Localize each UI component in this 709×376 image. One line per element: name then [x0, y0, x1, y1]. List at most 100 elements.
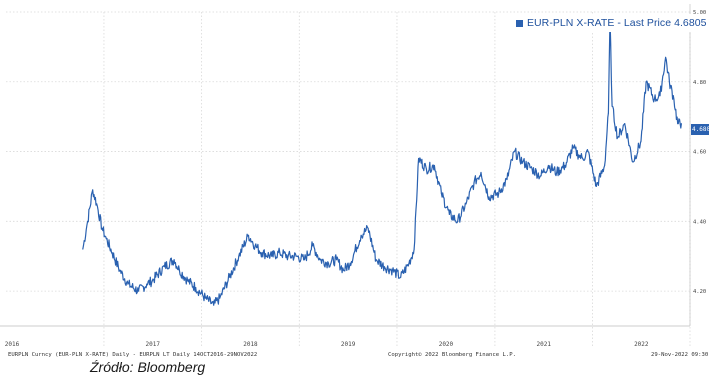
footer-right: 29-Nov-2022 09:30:5: [651, 352, 709, 358]
data-point: [547, 164, 550, 167]
data-point: [335, 259, 338, 261]
x-tick-label: 2016: [5, 341, 20, 348]
series-line: [82, 18, 682, 306]
data-point: [204, 297, 206, 299]
data-point: [448, 213, 450, 215]
data-point: [677, 123, 679, 125]
chart-legend: EUR-PLN X-RATE - Last Price 4.6805: [514, 14, 709, 32]
data-point: [632, 161, 634, 163]
footer-center: Copyright© 2022 Bloomberg Finance L.P.: [388, 352, 516, 358]
data-point: [556, 171, 558, 174]
data-point: [587, 151, 589, 153]
data-point: [195, 287, 197, 289]
data-point: [219, 297, 221, 299]
gridlines: [6, 11, 691, 348]
y-tick-label: 4.20: [693, 289, 706, 295]
data-point: [360, 234, 362, 236]
data-point: [367, 227, 369, 229]
data-point: [96, 203, 98, 205]
data-point: [383, 266, 385, 268]
data-point: [564, 164, 566, 167]
data-point: [506, 178, 508, 181]
data-point: [465, 203, 467, 205]
data-point: [433, 164, 435, 167]
legend-label: EUR-PLN X-RATE - Last Price 4.6805: [527, 17, 707, 29]
data-point: [645, 81, 647, 83]
y-axis: 4.20 4.40 4.60 4.80 5.00: [689, 4, 706, 326]
y-tick-label: 4.40: [693, 219, 706, 225]
x-tick-label: 2018: [243, 341, 258, 348]
x-tick-label: 2017: [146, 341, 161, 348]
data-point: [659, 95, 661, 97]
data-point: [665, 56, 667, 59]
data-point: [473, 182, 475, 184]
data-point: [163, 266, 165, 268]
data-point: [327, 262, 330, 264]
source-caption: Źródło: Bloomberg: [90, 359, 206, 375]
data-point: [425, 168, 427, 170]
data-point: [531, 168, 533, 170]
data-point: [539, 175, 542, 177]
data-point: [375, 259, 377, 261]
last-price-tag: 4.680: [691, 124, 709, 135]
data-point: [101, 227, 103, 229]
data-point: [607, 112, 610, 114]
x-tick-label: 2019: [341, 341, 356, 348]
x-axis: 2016 2017 2018 2019 2020 2021 2022: [0, 325, 690, 348]
data-point: [413, 248, 415, 250]
data-point: [668, 81, 671, 83]
data-point: [213, 304, 215, 306]
data-point: [611, 105, 613, 107]
data-point: [247, 234, 250, 236]
data-point: [228, 276, 231, 278]
data-point: [303, 259, 305, 261]
legend-swatch: [516, 19, 523, 27]
data-point: [319, 259, 321, 261]
data-point: [582, 157, 584, 160]
chart-area: 2016 2017 2018 2019 2020 2021 2022 4.20 4.40 4.6…: [0, 4, 709, 348]
data-point: [349, 262, 351, 264]
data-point: [653, 98, 656, 100]
data-point: [271, 255, 273, 257]
eur-pln-line-chart: 2016 2017 2018 2019 2020 2021 2022 4.20 4.40 4.6…: [0, 4, 706, 348]
data-point: [137, 290, 140, 292]
footer-left: EURPLN Curncy (EUR-PLN X-RATE) Daily - E…: [8, 352, 258, 358]
data-point: [595, 185, 597, 187]
data-point: [146, 283, 148, 285]
data-point: [578, 154, 580, 156]
y-tick-label: 4.60: [693, 150, 706, 156]
data-point: [187, 280, 189, 282]
data-point: [624, 123, 626, 125]
data-point: [312, 245, 314, 247]
data-point: [111, 252, 113, 254]
data-point: [498, 192, 500, 194]
data-point: [400, 276, 402, 278]
data-point: [617, 137, 619, 139]
data-point: [673, 98, 675, 100]
data-point: [680, 122, 683, 125]
data-point: [640, 140, 642, 142]
data-point: [440, 192, 442, 194]
data-point: [572, 147, 574, 149]
data-point: [105, 238, 107, 240]
x-tick-label: 2021: [537, 341, 552, 348]
data-point: [151, 280, 153, 282]
data-point: [522, 161, 524, 163]
data-point: [178, 269, 180, 271]
data-point: [254, 245, 256, 247]
data-point: [391, 269, 393, 271]
data-point: [480, 171, 482, 174]
data-point: [82, 248, 84, 250]
data-point: [418, 157, 420, 160]
data-point: [119, 269, 121, 271]
data-point: [604, 164, 606, 167]
data-point: [87, 220, 89, 222]
data-point: [279, 252, 281, 254]
data-point: [287, 255, 289, 257]
data-point: [342, 269, 345, 271]
y-tick-label: 5.00: [693, 10, 706, 16]
data-point: [408, 262, 410, 264]
data-point: [513, 151, 516, 153]
series-layer: [82, 18, 683, 306]
data-point: [457, 220, 459, 222]
